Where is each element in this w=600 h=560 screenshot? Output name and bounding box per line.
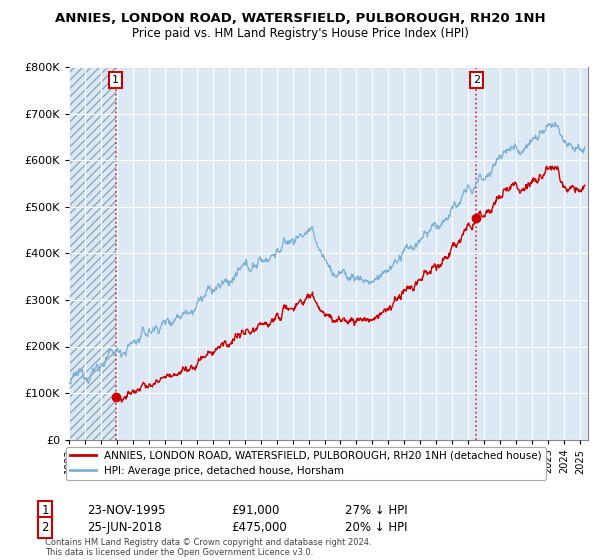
Text: Price paid vs. HM Land Registry's House Price Index (HPI): Price paid vs. HM Land Registry's House … xyxy=(131,27,469,40)
Text: 1: 1 xyxy=(112,75,119,85)
Text: 2: 2 xyxy=(473,75,480,85)
Bar xyxy=(69,67,116,440)
Legend: ANNIES, LONDON ROAD, WATERSFIELD, PULBOROUGH, RH20 1NH (detached house), HPI: Av: ANNIES, LONDON ROAD, WATERSFIELD, PULBOR… xyxy=(66,447,546,480)
Text: £91,000: £91,000 xyxy=(231,504,280,517)
Text: 25-JUN-2018: 25-JUN-2018 xyxy=(87,521,161,534)
Text: 1: 1 xyxy=(41,504,49,517)
Text: 27% ↓ HPI: 27% ↓ HPI xyxy=(345,504,407,517)
Text: ANNIES, LONDON ROAD, WATERSFIELD, PULBOROUGH, RH20 1NH: ANNIES, LONDON ROAD, WATERSFIELD, PULBOR… xyxy=(55,12,545,25)
Text: Contains HM Land Registry data © Crown copyright and database right 2024.
This d: Contains HM Land Registry data © Crown c… xyxy=(45,538,371,557)
Text: 23-NOV-1995: 23-NOV-1995 xyxy=(87,504,166,517)
Text: 2: 2 xyxy=(41,521,49,534)
Text: 20% ↓ HPI: 20% ↓ HPI xyxy=(345,521,407,534)
Text: £475,000: £475,000 xyxy=(231,521,287,534)
